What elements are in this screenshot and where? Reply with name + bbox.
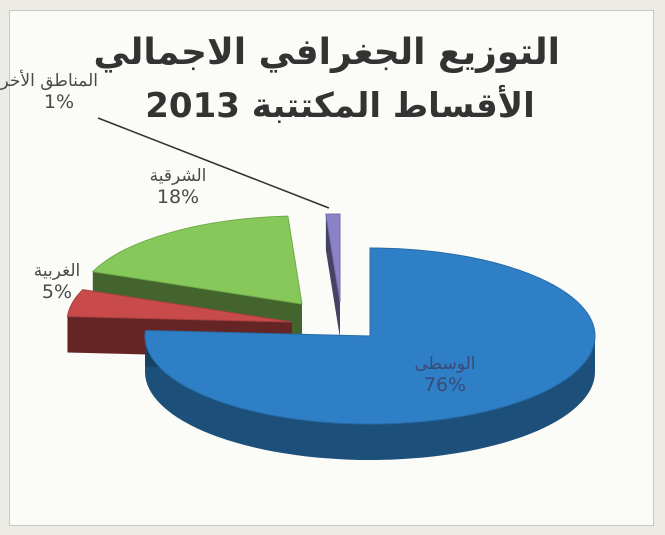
pie-slice-central	[144, 247, 596, 460]
slice-percent-western: 5%	[41, 280, 73, 303]
slice-percent-central: 76%	[423, 373, 467, 396]
slice-name-central: الوسطى	[414, 354, 476, 374]
pie-slice-cut-face	[325, 214, 340, 338]
slice-label-other: المناطق الأخرى 1%	[0, 71, 98, 113]
pie-slice-wall	[145, 336, 595, 460]
slice-name-western: الغربية	[33, 261, 81, 281]
pie-slice-top	[66, 289, 293, 323]
slice-name-other: المناطق الأخرى	[0, 71, 98, 91]
chart-title-line-2: الأقساط المكتتبة 2013	[145, 86, 535, 126]
slice-label-eastern: الشرقية 18%	[128, 166, 228, 208]
pie-slice-top	[325, 213, 341, 303]
pie-slice-other	[325, 213, 341, 338]
leader-line-other	[97, 117, 330, 209]
slice-label-western: الغربية 5%	[18, 261, 96, 303]
chart-title-line-1: التوزيع الجغرافي الاجمالي	[93, 32, 560, 73]
slice-percent-eastern: 18%	[156, 185, 200, 208]
slice-label-central: الوسطى 76%	[405, 354, 485, 396]
slice-percent-other: 1%	[43, 90, 75, 113]
slice-name-eastern: الشرقية	[149, 166, 207, 186]
pie-slice-top	[144, 247, 596, 425]
pie-slice-top	[91, 215, 303, 305]
